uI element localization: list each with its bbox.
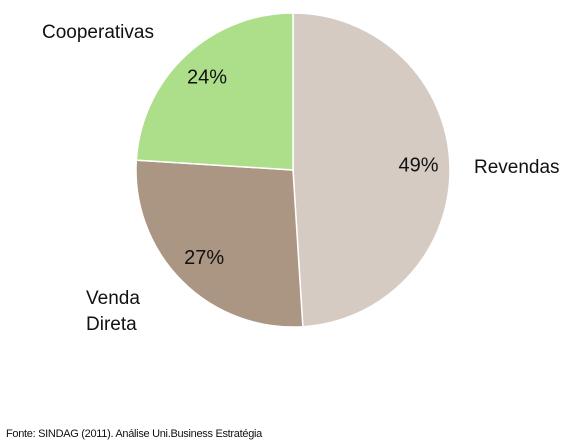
category-label: Cooperativas xyxy=(42,22,154,43)
value-label: 24% xyxy=(187,67,227,89)
pie-slice xyxy=(292,12,451,328)
value-label: 27% xyxy=(184,247,224,269)
source-note: Fonte: SINDAG (2011). Análise Uni.Busine… xyxy=(6,428,262,440)
pie-slice xyxy=(135,12,294,171)
category-label: Revendas xyxy=(474,157,560,178)
category-label: Venda Direta xyxy=(86,288,140,335)
value-label: 49% xyxy=(399,154,439,176)
pie-slice xyxy=(135,159,304,328)
